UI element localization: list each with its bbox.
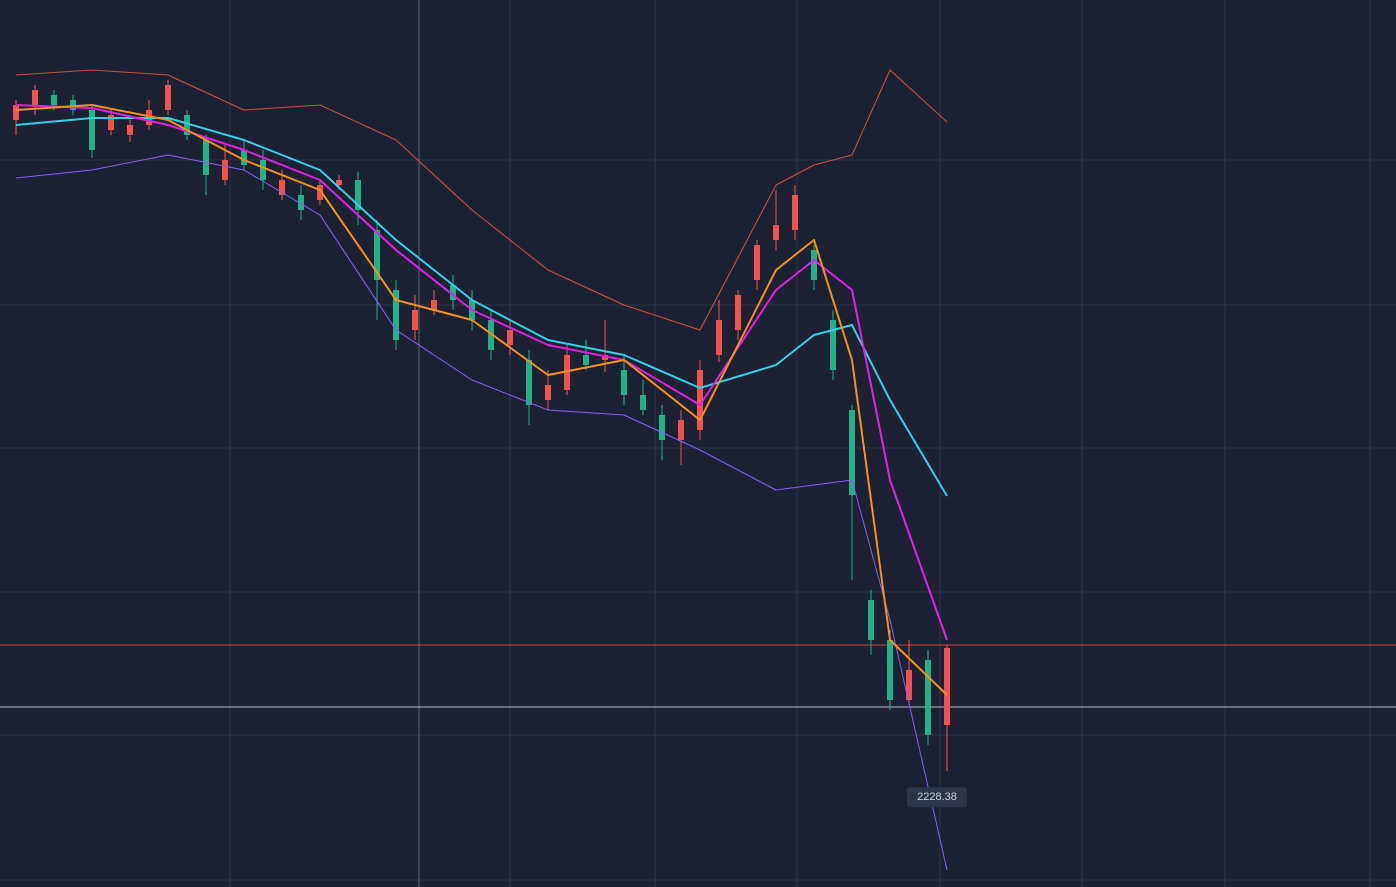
candle-body (678, 420, 684, 440)
candle-body (127, 125, 133, 135)
indicator-line (15, 117, 948, 497)
indicator-line (15, 104, 948, 641)
candle-body (89, 110, 95, 150)
candle-body (51, 95, 57, 105)
candle-body (640, 395, 646, 410)
candle-body (317, 185, 323, 200)
candle-body (716, 320, 722, 355)
candle-body (830, 320, 836, 370)
candle-body (526, 360, 532, 405)
candle-body (545, 385, 551, 400)
candle-body (564, 355, 570, 390)
candle-body (241, 150, 247, 165)
candle-body (849, 410, 855, 495)
candle-body (336, 180, 342, 185)
low-label: 2228.38 (917, 791, 957, 803)
candle-body (621, 370, 627, 395)
candle-body (165, 85, 171, 110)
candle-body (887, 640, 893, 700)
candle-body (488, 320, 494, 350)
candle-body (602, 355, 608, 360)
indicator-line (15, 69, 948, 331)
candle-body (792, 195, 798, 230)
candle-body (773, 225, 779, 240)
candle-body (279, 180, 285, 195)
candle-body (944, 648, 950, 725)
indicator-line (15, 104, 948, 696)
candle-body (13, 105, 19, 120)
candle-body (108, 115, 114, 130)
indicator-line (15, 154, 948, 871)
candle-body (697, 370, 703, 430)
candle-body (184, 115, 190, 135)
candle-body (735, 295, 741, 330)
candle-body (450, 285, 456, 300)
candle-body (906, 670, 912, 700)
candle-body (374, 230, 380, 280)
candle-body (70, 100, 76, 110)
candle-body (393, 290, 399, 340)
candle-body (811, 250, 817, 280)
candle-body (507, 330, 513, 345)
candle-body (583, 355, 589, 365)
candle-body (222, 160, 228, 180)
candle-body (32, 90, 38, 105)
candle-body (754, 245, 760, 280)
candle-body (868, 600, 874, 640)
candle-body (925, 660, 931, 735)
candle-body (203, 140, 209, 175)
candle-body (431, 300, 437, 310)
candle-body (355, 180, 361, 210)
candle-body (412, 310, 418, 330)
low-label-box (907, 787, 967, 808)
candle-body (659, 415, 665, 440)
candle-body (298, 195, 304, 210)
candle-body (260, 160, 266, 180)
